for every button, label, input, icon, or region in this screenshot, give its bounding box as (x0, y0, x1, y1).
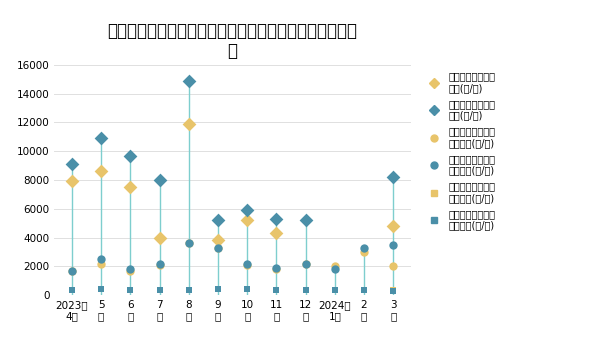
Point (242, 217, 252, 223)
Point (301, 287, 310, 293)
Point (67, 268, 77, 274)
Point (213, 287, 223, 292)
Point (330, 287, 339, 293)
Point (126, 184, 135, 190)
Point (272, 230, 281, 236)
Point (388, 264, 398, 269)
Point (242, 262, 252, 268)
Point (301, 261, 310, 266)
Point (155, 261, 164, 266)
Point (359, 287, 369, 293)
Point (126, 287, 135, 293)
Point (155, 177, 164, 183)
Point (213, 217, 223, 223)
Point (272, 287, 281, 293)
Point (272, 216, 281, 222)
Point (67, 287, 77, 293)
Point (213, 245, 223, 251)
Point (301, 261, 310, 266)
Point (126, 268, 135, 274)
Point (388, 174, 398, 180)
Point (155, 287, 164, 293)
Point (96, 261, 106, 266)
Point (184, 78, 193, 84)
Point (126, 266, 135, 272)
Point (330, 266, 339, 272)
Point (242, 261, 252, 266)
Point (67, 161, 77, 167)
Point (184, 240, 193, 246)
Point (272, 266, 281, 272)
Point (213, 287, 223, 292)
Point (330, 287, 339, 293)
Point (242, 207, 252, 213)
Point (126, 287, 135, 293)
Point (155, 287, 164, 293)
Point (359, 287, 369, 293)
Point (184, 287, 193, 293)
Point (359, 245, 369, 251)
Point (272, 265, 281, 271)
Point (301, 217, 310, 223)
Point (155, 262, 164, 268)
Point (96, 286, 106, 292)
Point (301, 287, 310, 293)
Point (359, 249, 369, 255)
Point (388, 242, 398, 248)
Point (388, 288, 398, 294)
Point (388, 287, 398, 293)
Point (155, 235, 164, 240)
Legend: 住宅用地出让地面
均价(元/㎡), 住宅用地成交地面
均价(元/㎡), 商服办公用地出让
地面均价(元/㎡), 商服办公用地成交
地面均价(元/㎡), 工业仓储: 住宅用地出让地面 均价(元/㎡), 住宅用地成交地面 均价(元/㎡), 商服办公… (423, 70, 498, 232)
Title: 近一年四川省各类用地出让地面均价与成交地面均价统计
图: 近一年四川省各类用地出让地面均价与成交地面均价统计 图 (108, 22, 358, 60)
Point (96, 286, 106, 292)
Point (213, 238, 223, 243)
Point (67, 179, 77, 184)
Point (184, 240, 193, 246)
Point (67, 287, 77, 293)
Point (272, 287, 281, 293)
Point (67, 268, 77, 274)
Point (388, 223, 398, 229)
Point (330, 264, 339, 269)
Point (242, 286, 252, 292)
Point (184, 287, 193, 293)
Point (96, 168, 106, 174)
Point (213, 245, 223, 251)
Point (96, 256, 106, 262)
Point (96, 135, 106, 141)
Point (242, 286, 252, 292)
Point (184, 121, 193, 127)
Point (126, 153, 135, 158)
